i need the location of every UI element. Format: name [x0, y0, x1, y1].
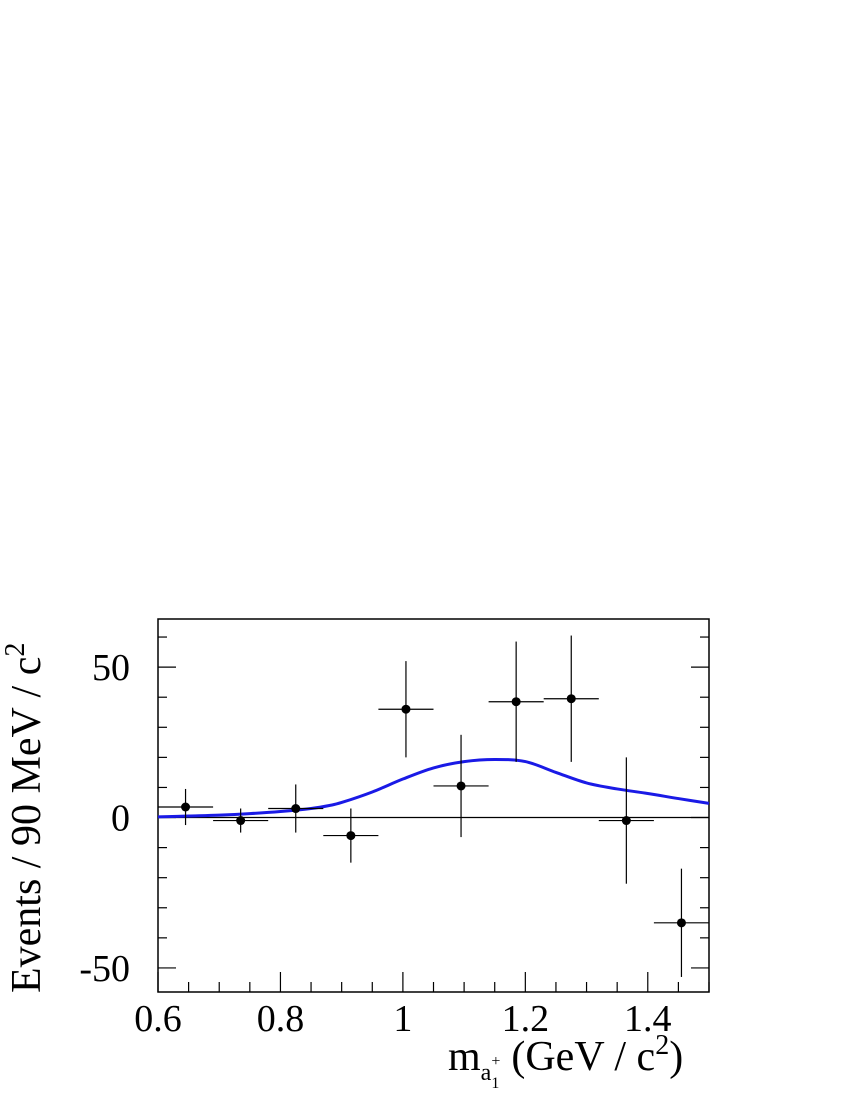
x-axis-label: ma+ 1 (GeV / c2): [448, 1030, 683, 1092]
data-marker: [676, 918, 686, 928]
x-axis-label-units: (GeV / c: [511, 1034, 655, 1080]
x-axis-label-units-close: ): [669, 1034, 683, 1080]
data-marker: [236, 816, 246, 826]
data-marker: [291, 804, 301, 814]
x-axis-label-sub: a: [481, 1060, 492, 1086]
data-point: [213, 808, 269, 833]
x-axis-label-sup: +: [491, 1053, 500, 1070]
x-tick-label: 1: [393, 998, 412, 1040]
data-marker: [401, 704, 411, 714]
data-marker: [566, 694, 576, 704]
data-point: [433, 734, 489, 838]
data-point: [158, 788, 214, 826]
x-tick-label: 1.2: [502, 998, 550, 1040]
y-axis-label-power: 2: [0, 643, 31, 657]
data-point: [378, 661, 434, 758]
data-points: [158, 635, 709, 977]
x-tick-label: 1.4: [624, 998, 672, 1040]
data-point: [268, 784, 324, 833]
axis-ticks: [157, 636, 710, 992]
data-marker: [621, 816, 631, 826]
x-axis-label-units-power: 2: [655, 1030, 669, 1061]
y-axis-label-main: Events / 90 MeV / c: [4, 657, 50, 993]
data-marker: [181, 802, 191, 812]
x-axis-label-subsub: 1: [491, 1075, 499, 1092]
data-point: [323, 808, 379, 863]
data-marker: [511, 697, 521, 707]
y-tick-label: 0: [111, 798, 130, 840]
data-point: [598, 757, 654, 884]
data-point: [653, 868, 709, 977]
axis-tick-labels: 0.6 0.8 1 1.2 1.4 -50 0 50: [79, 647, 671, 1040]
data-marker: [456, 781, 466, 791]
data-point: [543, 635, 599, 762]
x-tick-label: 0.8: [257, 998, 305, 1040]
x-tick-label: 0.6: [134, 998, 182, 1040]
x-axis-label-main: m: [448, 1034, 481, 1080]
data-point: [488, 641, 544, 762]
fit-curve: [157, 757, 710, 819]
y-axis-label: Events / 90 MeV / c2: [0, 643, 50, 993]
data-marker: [346, 831, 356, 841]
y-tick-label: -50: [79, 948, 130, 990]
y-tick-label: 50: [92, 647, 130, 689]
